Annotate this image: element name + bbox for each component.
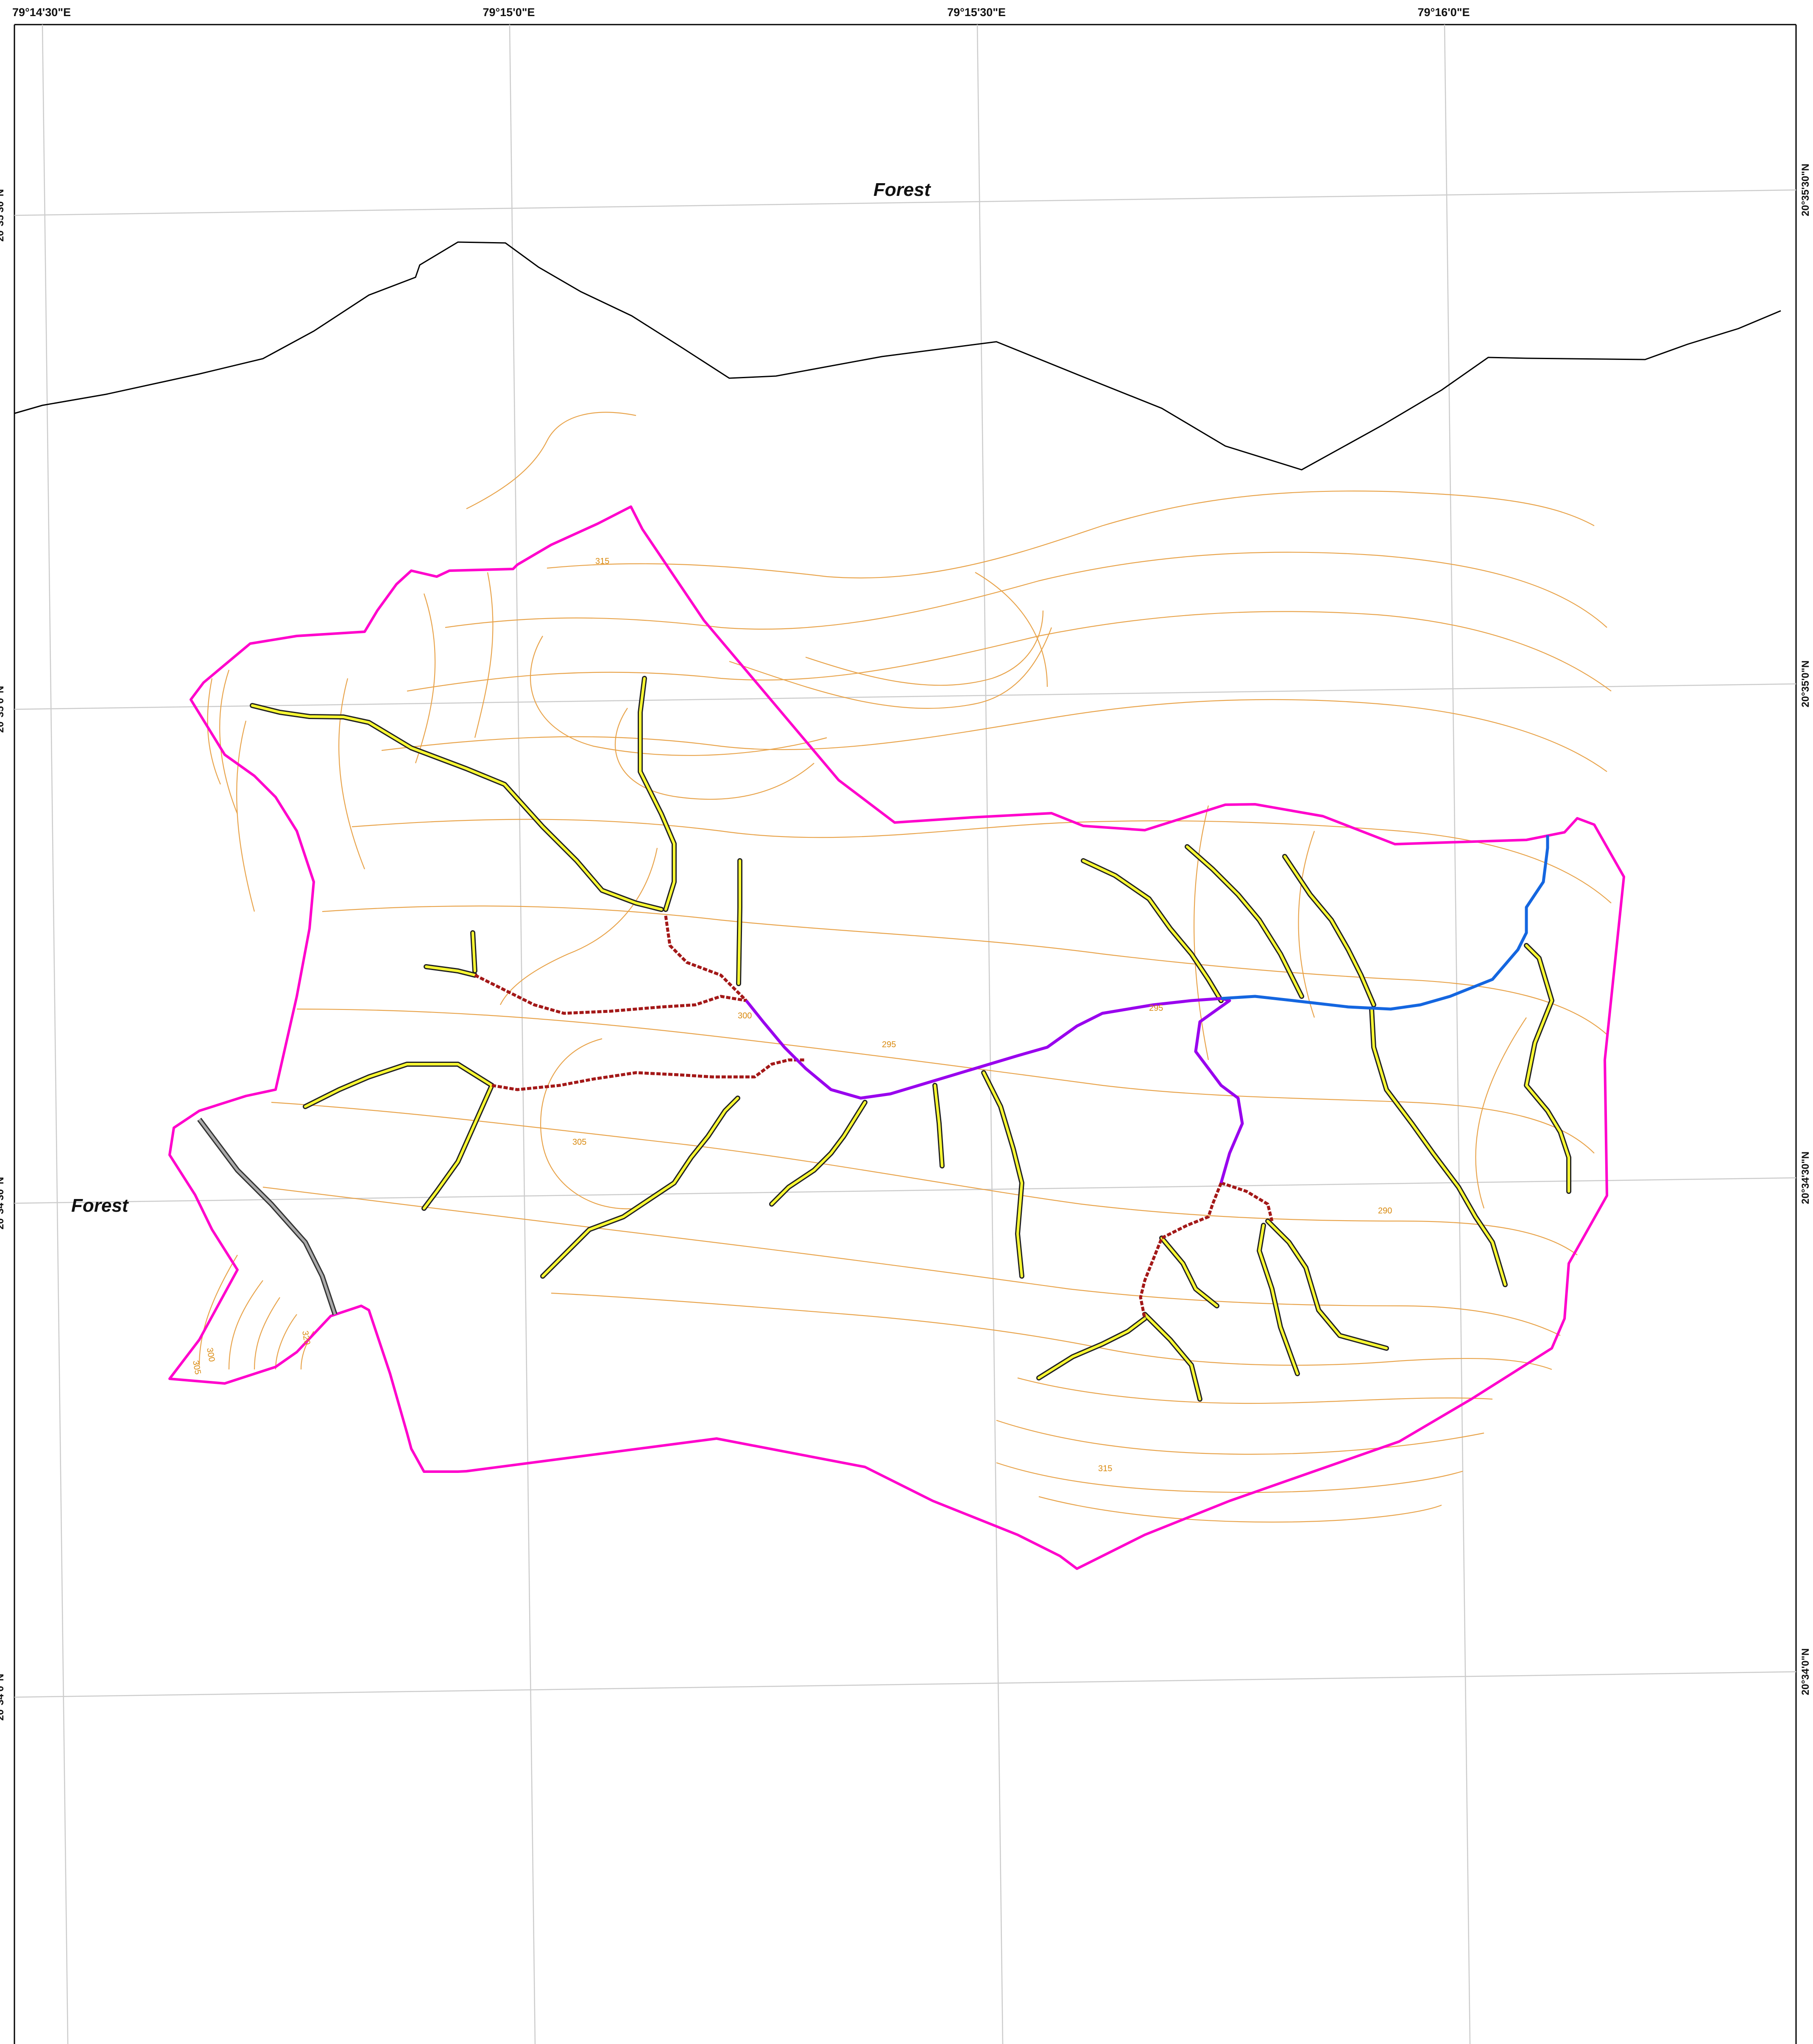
- contour-line: [1475, 1017, 1527, 1209]
- contour-line: [547, 491, 1595, 579]
- top-coordinate-labels: 79°14'30"E 79°15'0"E 79°15'30"E 79°16'0"…: [12, 6, 1470, 19]
- contour-label: 315: [1098, 1464, 1112, 1473]
- ditch-line: [474, 973, 747, 1015]
- contour-lines: [198, 412, 1612, 1523]
- latitude-label: 20°34'0"N: [0, 1674, 6, 1721]
- contour-line: [615, 708, 814, 800]
- meridian-line: [976, 24, 1004, 2044]
- contour-line: [1194, 805, 1209, 1060]
- main-channel: [745, 997, 1244, 1183]
- contour-line: [1017, 1377, 1493, 1404]
- contour-line: [415, 593, 436, 764]
- contour-line: [996, 1419, 1484, 1455]
- stream-line: [421, 1083, 494, 1211]
- contour-line: [551, 1292, 1552, 1370]
- map-frame: [14, 24, 1797, 2044]
- contour-line: [729, 627, 1052, 709]
- meridian-line: [509, 24, 536, 2044]
- latitude-label: 20°34'0"N: [1800, 1648, 1811, 1695]
- contour-line: [236, 720, 255, 912]
- meridian-line: [1444, 24, 1471, 2044]
- ditch-line: [664, 915, 748, 1002]
- contour-line: [500, 848, 658, 1005]
- watershed-boundary: [168, 505, 1625, 1570]
- outlet-channel: [1221, 835, 1549, 1011]
- longitude-label: 79°14'30"E: [12, 6, 71, 19]
- contour-line: [254, 1297, 280, 1370]
- stream-line: [1369, 1007, 1508, 1287]
- meridian-line: [42, 24, 69, 2044]
- contour-line: [275, 1314, 297, 1370]
- forest-label-west: Forest: [71, 1195, 129, 1216]
- contour-label: 290: [1378, 1206, 1392, 1216]
- contour-label: 295: [1149, 1004, 1163, 1013]
- parallel-line: [14, 1671, 1796, 1698]
- forest-edge-line: [14, 241, 1781, 471]
- latitude-label: 20°35'0"N: [1800, 661, 1811, 708]
- longitude-label: 79°16'0"E: [1417, 6, 1470, 19]
- contour-line: [322, 905, 1607, 1035]
- contour-label: 315: [595, 557, 609, 566]
- ditch-line: [1139, 1182, 1223, 1319]
- contour-labels: 315 300 295 295 305 290 315 320 300 305: [191, 557, 1392, 1473]
- stream-line: [981, 1070, 1024, 1279]
- latitude-label: 20°34'30"N: [0, 1177, 6, 1230]
- contour-line: [474, 572, 494, 738]
- right-coordinate-labels: 20°35'30"N 20°35'0"N 20°34'30"N 20°34'0"…: [1800, 164, 1811, 1695]
- contour-line: [271, 1101, 1578, 1255]
- stream-network: [250, 676, 1571, 1402]
- contour-line: [466, 412, 636, 509]
- gravel-path: [197, 1118, 337, 1315]
- contour-line: [996, 1462, 1463, 1493]
- contour-line: [1038, 1496, 1442, 1523]
- contour-label: 295: [882, 1040, 896, 1049]
- contour-label: 320: [300, 1330, 312, 1346]
- contour-line: [805, 610, 1044, 686]
- ditch-network: [474, 915, 1274, 1319]
- contour-line: [219, 669, 238, 814]
- contour-line: [445, 552, 1607, 630]
- graticule: [14, 24, 1796, 2044]
- contour-line: [530, 636, 827, 756]
- contour-line: [975, 572, 1048, 687]
- contour-label: 300: [205, 1347, 216, 1363]
- contour-line: [228, 1280, 263, 1370]
- left-coordinate-labels: 20°35'30"N 20°35'0"N 20°34'30"N 20°34'0"…: [0, 189, 6, 1721]
- latitude-label: 20°34'30"N: [1800, 1152, 1811, 1204]
- latitude-label: 20°35'30"N: [0, 189, 6, 242]
- contour-line: [381, 699, 1607, 772]
- contour-label: 305: [191, 1360, 202, 1375]
- contour-line: [338, 678, 365, 870]
- parallel-line: [14, 1177, 1796, 1204]
- contour-line: [296, 1008, 1595, 1154]
- stream-line: [638, 676, 677, 912]
- latitude-label: 20°35'30"N: [1800, 164, 1811, 216]
- contour-line: [262, 1186, 1561, 1336]
- parallel-line: [14, 189, 1796, 216]
- contour-line: [1298, 831, 1315, 1018]
- ditch-line: [1220, 1181, 1274, 1221]
- contour-line: [351, 819, 1612, 903]
- stream-line: [540, 1096, 740, 1279]
- stream-line: [1081, 858, 1224, 1003]
- forest-label-north: Forest: [873, 179, 932, 200]
- contour-line: [540, 1038, 636, 1210]
- contour-line: [198, 1255, 238, 1366]
- ditch-line: [491, 1058, 806, 1091]
- contour-label: 305: [572, 1138, 586, 1147]
- longitude-label: 79°15'30"E: [947, 6, 1006, 19]
- contour-label: 300: [738, 1011, 752, 1021]
- stream-line: [303, 1062, 494, 1109]
- contour-line: [207, 678, 221, 785]
- latitude-label: 20°35'0"N: [0, 686, 6, 733]
- longitude-label: 79°15'0"E: [483, 6, 535, 19]
- contour-line: [407, 611, 1612, 692]
- parallel-line: [14, 683, 1796, 710]
